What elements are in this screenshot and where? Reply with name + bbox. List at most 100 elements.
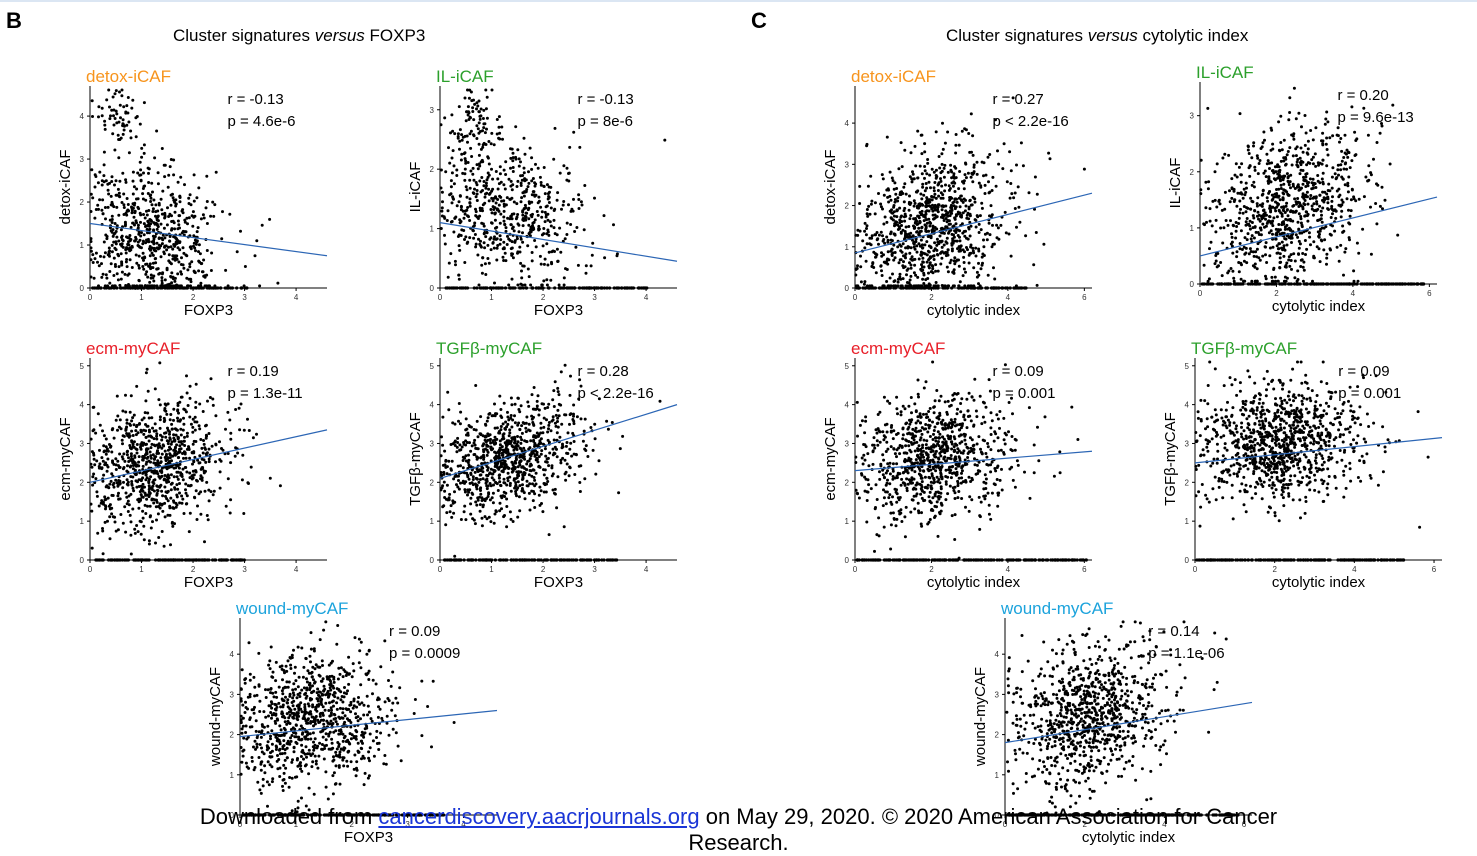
data-point (240, 761, 243, 764)
data-point (540, 449, 543, 452)
zero-point (494, 558, 497, 561)
data-point (220, 237, 223, 240)
data-point (119, 513, 122, 516)
data-point (563, 525, 566, 528)
data-point (352, 662, 355, 665)
data-point (523, 137, 526, 140)
data-point (244, 265, 247, 268)
data-point (305, 745, 308, 748)
data-point (271, 743, 274, 746)
data-point (109, 114, 112, 117)
data-point (583, 228, 586, 231)
zero-point (119, 286, 122, 289)
data-point (356, 715, 359, 718)
data-point (107, 486, 110, 489)
data-point (554, 488, 557, 491)
data-point (517, 397, 520, 400)
data-point (273, 695, 276, 698)
data-point (573, 453, 576, 456)
data-point (135, 524, 138, 527)
data-point (537, 201, 540, 204)
data-point (548, 452, 551, 455)
data-point (334, 717, 337, 720)
data-point (532, 228, 535, 231)
data-point (160, 504, 163, 507)
data-point (527, 185, 530, 188)
data-point (258, 700, 261, 703)
data-point (611, 421, 614, 424)
data-point (182, 263, 185, 266)
data-point (491, 211, 494, 214)
data-point (171, 482, 174, 485)
data-point (301, 749, 304, 752)
zero-point (518, 558, 521, 561)
data-point (519, 436, 522, 439)
data-point (480, 148, 483, 151)
data-point (282, 687, 285, 690)
y-tick-label: 3 (80, 439, 85, 448)
data-point (455, 450, 458, 453)
data-point (331, 742, 334, 745)
data-point (546, 229, 549, 232)
data-point (156, 492, 159, 495)
data-point (446, 498, 449, 501)
data-point (504, 160, 507, 163)
data-point (520, 424, 523, 427)
data-point (518, 428, 521, 431)
data-point (551, 420, 554, 423)
data-point (327, 709, 330, 712)
data-point (142, 465, 145, 468)
data-point (116, 253, 119, 256)
data-point (201, 479, 204, 482)
data-point (504, 492, 507, 495)
zero-point (482, 286, 485, 289)
data-point (446, 219, 449, 222)
data-point (484, 196, 487, 199)
data-point (134, 469, 137, 472)
data-point (479, 478, 482, 481)
data-point (170, 271, 173, 274)
data-point (476, 420, 479, 423)
data-point (475, 210, 478, 213)
data-point (443, 481, 446, 484)
data-point (368, 711, 371, 714)
data-point (110, 494, 113, 497)
data-point (143, 456, 146, 459)
data-point (460, 518, 463, 521)
data-point (527, 268, 530, 271)
zero-point (523, 558, 526, 561)
zero-point (126, 558, 129, 561)
data-point (304, 692, 307, 695)
data-point (508, 178, 511, 181)
data-point (359, 683, 362, 686)
data-point (250, 466, 253, 469)
data-point (498, 395, 501, 398)
data-point (156, 485, 159, 488)
data-point (501, 454, 504, 457)
data-point (548, 191, 551, 194)
data-point (197, 269, 200, 272)
data-point (497, 468, 500, 471)
data-point (556, 455, 559, 458)
data-point (457, 475, 460, 478)
data-point (142, 268, 145, 271)
data-point (382, 762, 385, 765)
x-tick-label: 1 (489, 293, 494, 302)
data-point (521, 218, 524, 221)
data-point (113, 149, 116, 152)
data-point (473, 453, 476, 456)
x-tick-label: 3 (242, 565, 247, 574)
zero-point (142, 286, 145, 289)
data-point (506, 444, 509, 447)
data-point (106, 458, 109, 461)
data-point (508, 428, 511, 431)
data-point (511, 471, 514, 474)
data-point (159, 427, 162, 430)
data-point (573, 473, 576, 476)
data-point (571, 418, 574, 421)
data-point (466, 188, 469, 191)
data-point (108, 282, 111, 285)
data-point (311, 703, 314, 706)
data-point (105, 438, 108, 441)
data-point (328, 722, 331, 725)
